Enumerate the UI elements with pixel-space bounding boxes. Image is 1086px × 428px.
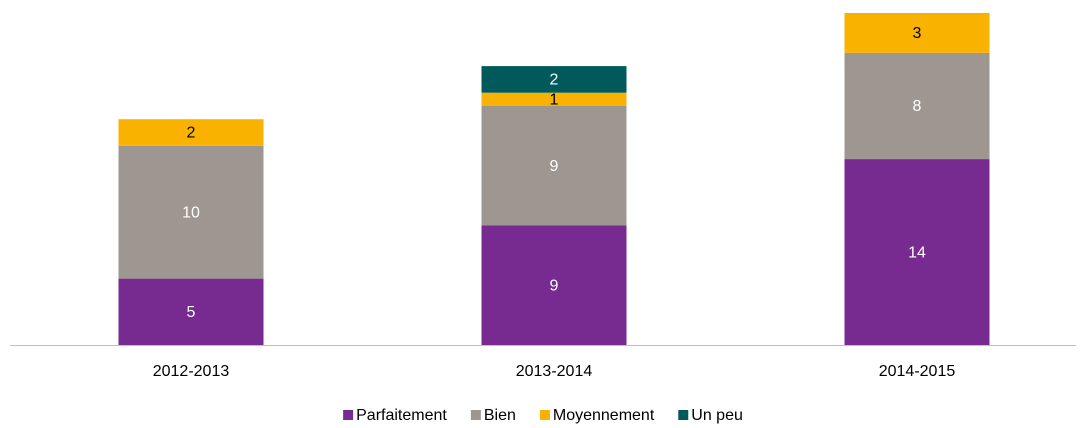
data-label: 3 bbox=[913, 25, 922, 42]
bar-segment bbox=[118, 145, 264, 279]
data-label: 10 bbox=[182, 204, 200, 221]
bar-segment bbox=[481, 105, 627, 226]
x-tick-label: 2013-2014 bbox=[516, 363, 593, 380]
data-label: 9 bbox=[550, 277, 559, 294]
data-label: 2 bbox=[550, 72, 559, 89]
legend-swatch bbox=[343, 410, 354, 420]
data-label: 8 bbox=[913, 98, 922, 115]
legend-label: Moyennement bbox=[553, 407, 655, 424]
x-tick-label: 2014-2015 bbox=[879, 363, 956, 380]
legend-label: Parfaitement bbox=[356, 407, 447, 424]
bar-segment bbox=[844, 13, 990, 53]
bar-segment bbox=[844, 159, 990, 345]
bar-segment bbox=[118, 119, 264, 146]
legend-swatch bbox=[539, 410, 550, 420]
legend-swatch bbox=[678, 410, 689, 420]
data-label: 5 bbox=[187, 304, 196, 321]
x-tick-label: 2012-2013 bbox=[153, 363, 230, 380]
data-label: 1 bbox=[550, 92, 559, 109]
data-label: 2 bbox=[187, 125, 196, 142]
bar-segment bbox=[844, 52, 990, 160]
legend-swatch bbox=[470, 410, 481, 420]
bar-segment bbox=[118, 278, 264, 345]
legend-label: Bien bbox=[484, 407, 516, 424]
legend-label: Un peu bbox=[691, 407, 743, 424]
bar-segment bbox=[481, 92, 627, 106]
data-label: 9 bbox=[550, 158, 559, 175]
bar-segment bbox=[481, 225, 627, 345]
bar-segment bbox=[481, 66, 627, 93]
data-label: 14 bbox=[908, 244, 926, 261]
